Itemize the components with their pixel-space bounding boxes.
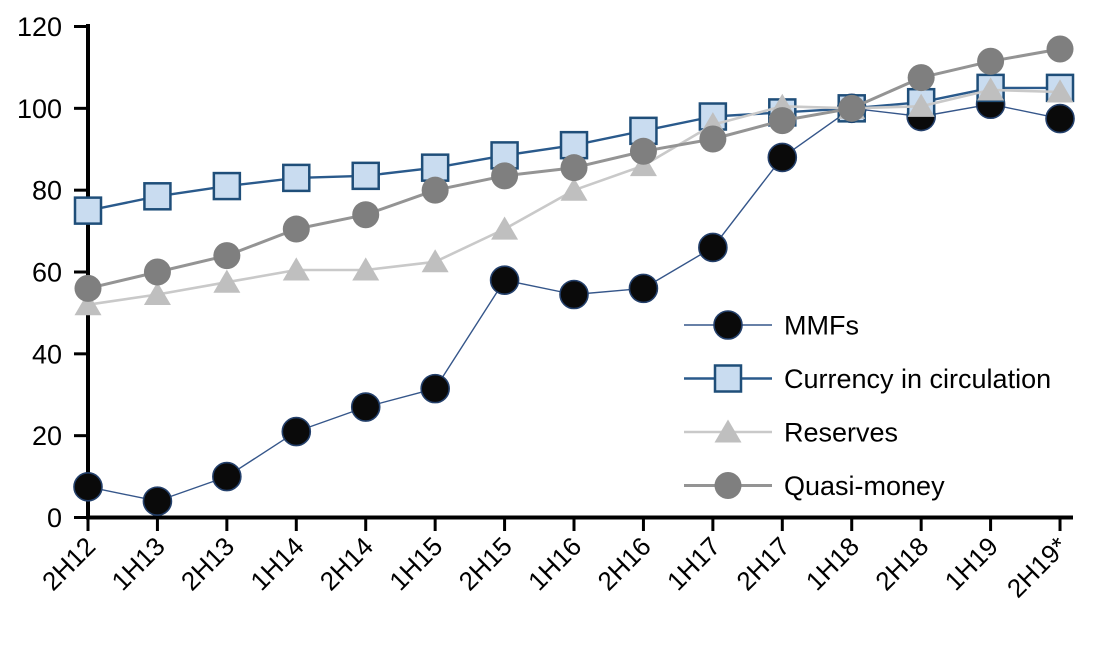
point-quasi-money-2h14 xyxy=(352,201,380,229)
x-tick-label-2h12: 2H12 xyxy=(36,531,101,596)
x-tick-label-1h14: 1H14 xyxy=(244,531,309,596)
x-tick-label-1h16: 1H16 xyxy=(522,531,587,596)
point-reserves-2h13 xyxy=(213,269,241,293)
point-mmfs-1h14 xyxy=(281,416,312,447)
point-mmfs-2h19 xyxy=(1045,103,1075,134)
y-tick-label: 100 xyxy=(17,94,62,124)
legend-item-mmfs: MMFs xyxy=(684,310,859,341)
point-mmfs-1h13 xyxy=(142,486,173,516)
x-tick-label-1h19: 1H19 xyxy=(939,531,1004,596)
point-reserves-1h19 xyxy=(977,77,1005,101)
point-quasi-money-1h14 xyxy=(282,215,310,243)
point-quasi-money-1h18 xyxy=(838,94,866,122)
point-reserves-1h14 xyxy=(282,257,310,281)
point-reserves-2h12 xyxy=(74,292,102,316)
point-reserves-2h19 xyxy=(1046,79,1074,103)
point-quasi-money-2h19 xyxy=(1046,35,1074,63)
legend-label-currency-in-circulation: Currency in circulation xyxy=(784,364,1051,394)
x-tick-label-2h17: 2H17 xyxy=(730,531,795,596)
point-quasi-money-1h19 xyxy=(977,47,1005,75)
y-tick-label: 80 xyxy=(32,176,62,206)
point-mmfs-2h14 xyxy=(350,392,381,422)
point-quasi-money-1h15 xyxy=(421,176,449,204)
point-currency-in-circulation-1h15 xyxy=(420,153,450,182)
legend-item-reserves: Reserves xyxy=(684,418,898,448)
legend-item-currency-in-circulation: Currency in circulation xyxy=(684,364,1051,394)
y-tick-label: 60 xyxy=(32,258,62,288)
point-reserves-2h15 xyxy=(491,216,519,240)
point-mmfs-1h15 xyxy=(420,373,450,404)
point-quasi-money-2h16 xyxy=(629,137,657,165)
point-reserves-1h16 xyxy=(560,177,588,201)
x-tick-label-2h13: 2H13 xyxy=(175,531,240,596)
point-mmfs-1h17 xyxy=(698,232,728,263)
x-tick-label-2h15: 2H15 xyxy=(453,531,518,596)
legend: MMFs Currency in circulation Reserves Quasi… xyxy=(684,310,1051,501)
point-mmfs-2h13 xyxy=(212,461,242,492)
x-tick-label-2h14: 2H14 xyxy=(314,531,379,596)
point-quasi-money-2h15 xyxy=(491,162,519,190)
series-currency-in-circulation xyxy=(73,73,1075,225)
point-currency-in-circulation-2h12 xyxy=(73,196,103,225)
point-quasi-money-2h17 xyxy=(768,107,796,135)
point-mmfs-2h17 xyxy=(767,142,798,173)
point-quasi-money-1h13 xyxy=(143,258,171,286)
point-reserves-2h18 xyxy=(907,93,935,117)
point-mmfs-2h12 xyxy=(73,472,103,502)
series-quasi-money xyxy=(74,35,1074,302)
legend-marker-reserves xyxy=(714,419,742,443)
point-mmfs-2h16 xyxy=(628,273,659,304)
x-tick-label-2h18: 2H18 xyxy=(869,531,934,596)
point-reserves-1h15 xyxy=(421,249,449,273)
point-reserves-1h13 xyxy=(143,281,171,306)
point-reserves-2h14 xyxy=(352,257,380,281)
y-tick-label: 0 xyxy=(47,503,62,533)
x-tick-label-2h16: 2H16 xyxy=(592,531,657,596)
point-mmfs-1h16 xyxy=(559,279,589,310)
point-quasi-money-2h13 xyxy=(213,242,241,270)
point-mmfs-2h15 xyxy=(489,265,520,295)
point-currency-in-circulation-2h14 xyxy=(351,161,380,191)
x-tick-label-2h19: 2H19* xyxy=(1001,531,1073,603)
point-currency-in-circulation-1h14 xyxy=(282,163,311,193)
legend-label-mmfs: MMFs xyxy=(784,311,859,341)
y-tick-label: 120 xyxy=(17,12,62,42)
point-quasi-money-1h17 xyxy=(699,125,727,153)
point-currency-in-circulation-1h13 xyxy=(143,182,172,211)
legend-marker-currency-in-circulation xyxy=(713,364,743,393)
x-tick-label-1h15: 1H15 xyxy=(383,531,448,596)
legend-label-reserves: Reserves xyxy=(784,418,898,448)
y-tick-label: 40 xyxy=(32,339,62,369)
x-tick-label-1h18: 1H18 xyxy=(800,531,865,596)
x-tick-label-1h17: 1H17 xyxy=(661,531,726,596)
x-tick-label-1h13: 1H13 xyxy=(106,531,171,596)
legend-item-quasi-money: Quasi-money xyxy=(684,471,945,501)
point-quasi-money-2h18 xyxy=(907,64,935,92)
point-currency-in-circulation-2h13 xyxy=(212,171,242,201)
y-tick-label: 20 xyxy=(32,421,62,451)
legend-label-quasi-money: Quasi-money xyxy=(784,471,945,501)
point-quasi-money-2h12 xyxy=(74,274,102,302)
legend-marker-mmfs xyxy=(713,310,743,340)
legend-marker-quasi-money xyxy=(714,472,742,499)
point-quasi-money-1h16 xyxy=(560,154,588,182)
